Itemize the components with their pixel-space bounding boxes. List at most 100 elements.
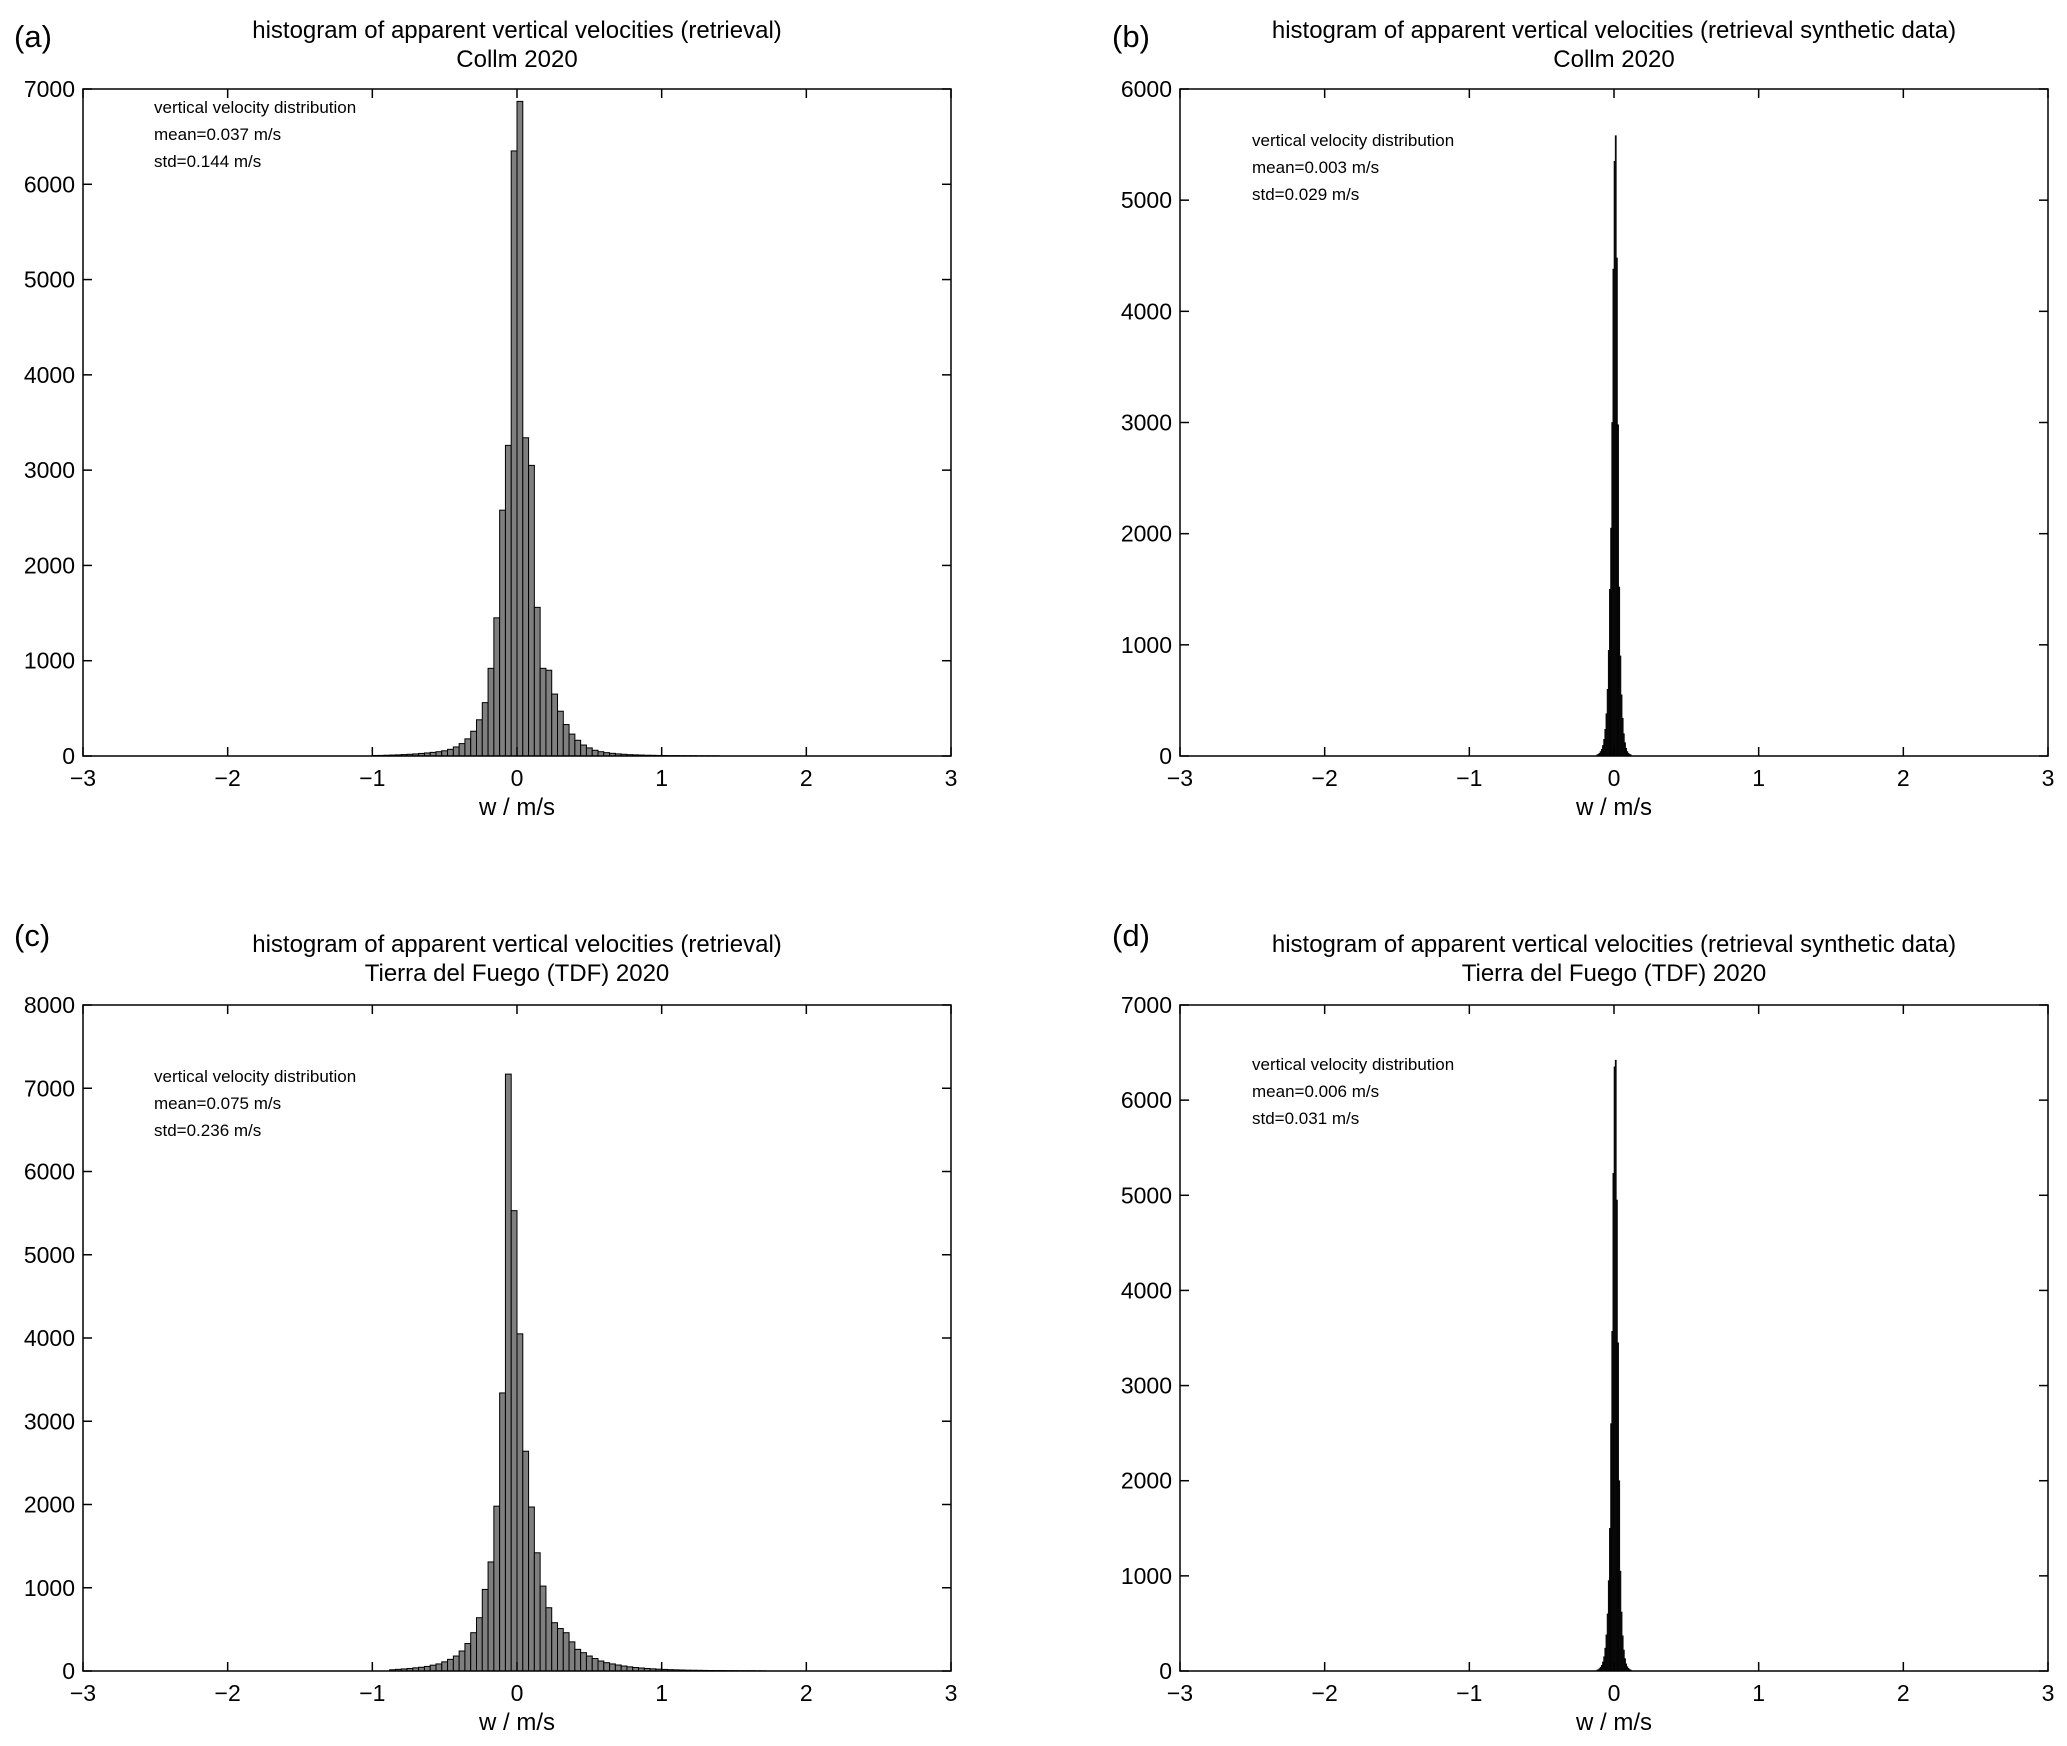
histogram-bar	[545, 1607, 553, 1672]
y-tick-label: 5000	[24, 1242, 75, 1268]
y-tick-label: 2000	[24, 552, 75, 578]
histogram-bar	[551, 1622, 559, 1672]
x-tick-label: −2	[215, 765, 241, 791]
y-tick-label: 3000	[24, 457, 75, 483]
histogram-bar	[475, 719, 483, 757]
stats-mean: mean=0.075 m/s	[154, 1094, 281, 1113]
chart-subtitle: Tierra del Fuego (TDF) 2020	[1462, 960, 1767, 987]
x-axis-ticks: −3 −2 −1 0 1 2 3	[1167, 1005, 2055, 1706]
y-tick-label: 7000	[24, 1075, 75, 1101]
x-axis-label: w / m/s	[1575, 1709, 1652, 1736]
panel-label: (a)	[14, 19, 52, 54]
histogram-bar	[551, 693, 559, 757]
x-tick-label: 2	[1897, 1680, 1910, 1706]
histogram-bar	[597, 1660, 605, 1672]
y-tick-label: 1000	[24, 1575, 75, 1601]
histogram-bar	[435, 1663, 443, 1672]
histogram-bar	[522, 1450, 530, 1672]
x-tick-label: −3	[1167, 765, 1193, 791]
histogram-bar	[614, 1664, 622, 1672]
y-tick-label: 4000	[1121, 298, 1172, 324]
y-axis-ticks: 0 1000 2000 3000 4000 5000 6000 7000	[24, 76, 951, 769]
x-tick-label: −2	[215, 1680, 241, 1706]
histogram-bar	[510, 150, 518, 757]
histogram-bar	[591, 1658, 599, 1672]
histogram-bar	[574, 739, 582, 757]
histogram-bar	[504, 1073, 512, 1672]
histogram-bar	[441, 750, 449, 757]
x-tick-label: 1	[1752, 1680, 1765, 1706]
histogram-bars	[371, 100, 721, 757]
x-tick-label: −1	[1456, 1680, 1482, 1706]
histogram-bar	[499, 1392, 506, 1672]
histogram-bar	[539, 667, 547, 757]
plot-frame	[1179, 1004, 2049, 1672]
stats-std: std=0.144 m/s	[154, 152, 261, 171]
histogram-bar	[470, 1632, 477, 1672]
stats-mean: mean=0.003 m/s	[1252, 158, 1379, 177]
histogram-bar	[568, 1641, 576, 1672]
x-tick-label: 1	[1752, 765, 1765, 791]
plot-frame	[82, 88, 952, 757]
chart-title: histogram of apparent vertical velocitie…	[252, 931, 782, 958]
y-tick-label: 1000	[1121, 1563, 1172, 1589]
y-tick-label: 4000	[24, 362, 75, 388]
histogram-bar	[470, 730, 477, 757]
y-tick-label: 6000	[24, 1159, 75, 1185]
y-tick-label: 7000	[1121, 992, 1172, 1018]
histogram-bar	[516, 100, 524, 757]
histogram-bars	[1596, 135, 1632, 757]
x-tick-label: 3	[2042, 1680, 2055, 1706]
x-axis-label: w / m/s	[478, 1709, 555, 1736]
histogram-bar	[447, 748, 454, 757]
y-tick-label: 8000	[24, 992, 75, 1018]
x-axis-ticks: −3 −2 −1 0 1 2 3	[70, 1005, 957, 1706]
y-axis-ticks: 0 1000 2000 3000 4000 5000 6000 7000 8000	[24, 992, 951, 1684]
stats-mean: mean=0.037 m/s	[154, 125, 281, 144]
y-tick-label: 6000	[24, 171, 75, 197]
histogram-bar	[487, 1561, 495, 1672]
x-axis-label: w / m/s	[1575, 794, 1652, 821]
histogram-bar	[510, 1210, 518, 1672]
histogram-panel-b: (b) histogram of apparent vertical veloc…	[1112, 17, 2054, 821]
histogram-bars	[389, 1073, 767, 1672]
x-tick-label: −3	[70, 1680, 96, 1706]
y-tick-label: 0	[62, 1658, 75, 1684]
histogram-bar	[533, 1552, 541, 1672]
histogram-bar	[493, 617, 501, 757]
histogram-bar	[557, 1628, 564, 1672]
histogram-bar	[464, 738, 472, 757]
y-tick-label: 0	[1159, 743, 1172, 769]
histogram-bar	[516, 1333, 524, 1672]
histogram-panel-c: (c) histogram of apparent vertical veloc…	[14, 918, 957, 1736]
x-axis-label: w / m/s	[478, 794, 555, 821]
panel-label: (b)	[1112, 19, 1150, 54]
x-tick-label: 2	[800, 765, 813, 791]
stats-std: std=0.029 m/s	[1252, 185, 1359, 204]
histogram-bar	[458, 1650, 466, 1672]
stats-mean: mean=0.006 m/s	[1252, 1082, 1379, 1101]
x-tick-label: 2	[1897, 765, 1910, 791]
x-tick-label: −1	[1456, 765, 1482, 791]
histogram-bar	[562, 1632, 570, 1672]
x-tick-label: −2	[1312, 765, 1338, 791]
histogram-bar	[504, 444, 512, 757]
plot-frame	[82, 1004, 952, 1672]
y-tick-label: 6000	[1121, 1087, 1172, 1113]
x-tick-label: 1	[655, 765, 668, 791]
x-tick-label: 3	[945, 765, 958, 791]
y-tick-label: 4000	[1121, 1277, 1172, 1303]
histogram-bar	[609, 1663, 616, 1672]
x-tick-label: −3	[70, 765, 96, 791]
y-tick-label: 6000	[1121, 76, 1172, 102]
y-tick-label: 7000	[24, 76, 75, 102]
x-tick-label: 0	[1608, 1680, 1621, 1706]
x-tick-label: −1	[359, 1680, 385, 1706]
histogram-bar	[493, 1505, 501, 1672]
y-tick-label: 0	[1159, 1658, 1172, 1684]
histogram-bar	[528, 1506, 535, 1672]
y-axis-ticks: 0 1000 2000 3000 4000 5000 6000	[1121, 76, 2048, 769]
histogram-panel-d: (d) histogram of apparent vertical veloc…	[1112, 918, 2054, 1736]
histogram-bar	[585, 747, 593, 757]
